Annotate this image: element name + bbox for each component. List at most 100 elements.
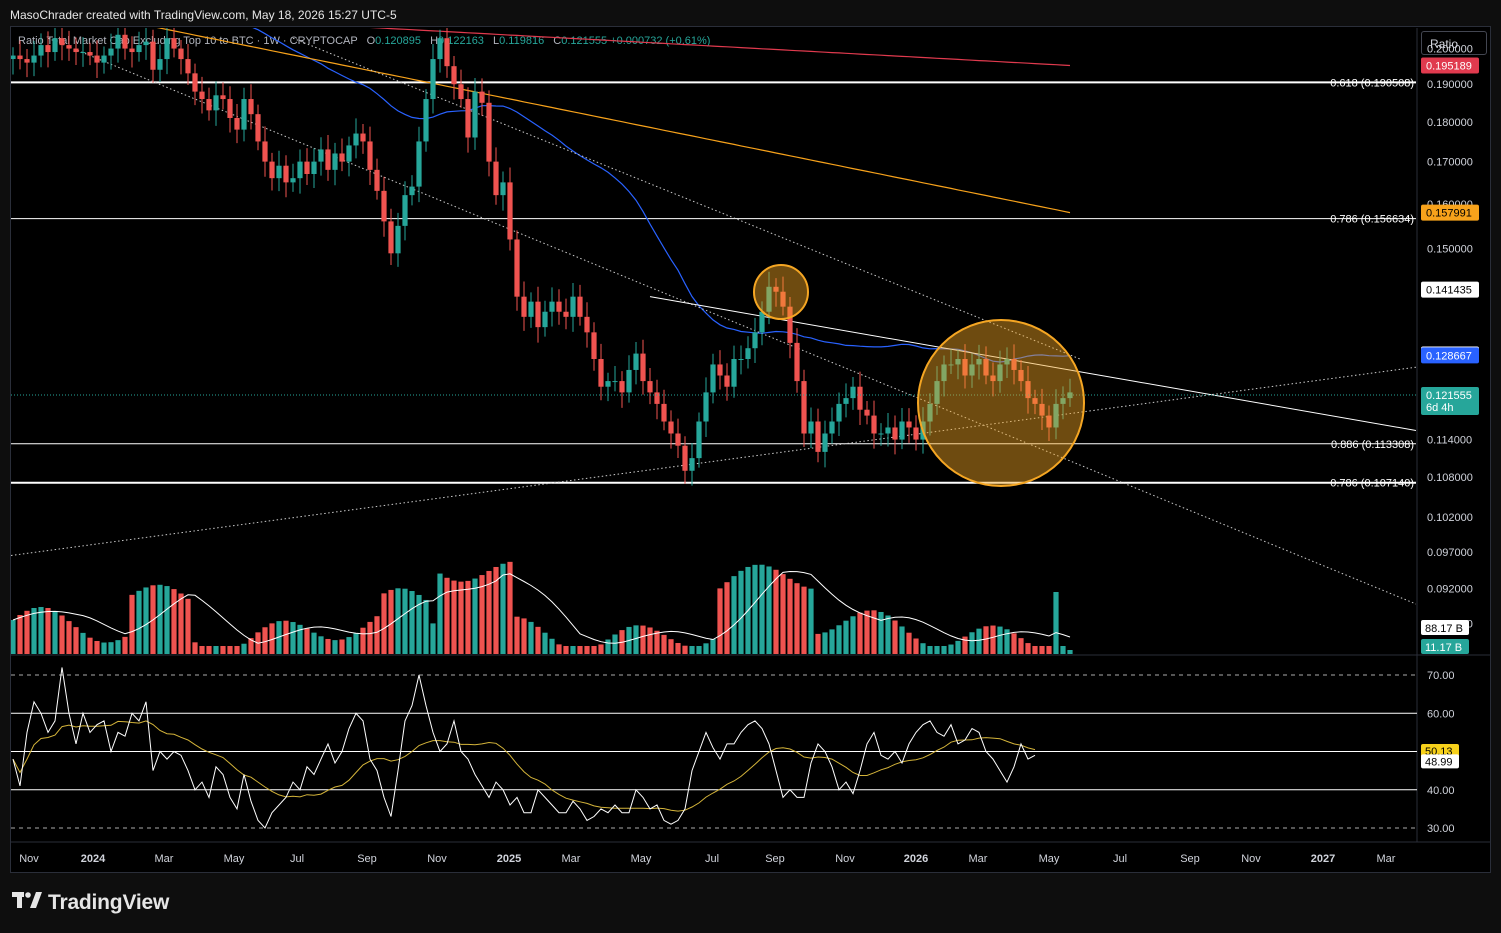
volume-bar (787, 578, 793, 654)
volume-bar (87, 637, 93, 654)
volume-bar (822, 632, 828, 654)
volume-bar (738, 570, 744, 654)
volume-bar (983, 626, 989, 654)
volume-bar (318, 636, 324, 654)
candle-body (213, 95, 219, 111)
volume-bar (115, 640, 121, 654)
price-label-bg (1421, 347, 1479, 364)
candle-body (381, 190, 387, 222)
volume-bar (1060, 646, 1066, 654)
fib-level-label: 0.786 (0.156634) (1330, 214, 1414, 226)
candle-body (430, 59, 436, 100)
volume-bar (577, 646, 583, 654)
candle-body (892, 427, 898, 440)
candle-body (444, 38, 450, 67)
volume-label-bg (1421, 620, 1469, 635)
price-label-bg (1421, 204, 1479, 221)
ratio-scale-button[interactable]: Ratio (1421, 31, 1487, 55)
candle-body (626, 369, 632, 393)
volume-bar (486, 570, 492, 654)
volume-bar (402, 588, 408, 654)
candle-body (129, 48, 135, 53)
volume-bar (654, 630, 660, 654)
candle-body (136, 45, 142, 53)
volume-bar (1018, 638, 1024, 654)
volume-bar (941, 646, 947, 654)
volume-bar (766, 566, 772, 654)
close-label: C (553, 35, 562, 47)
volume-bar (290, 622, 296, 654)
candle-body (906, 421, 912, 428)
open-value: 0.120895 (375, 35, 422, 47)
volume-bar (591, 646, 597, 654)
candle-body (605, 381, 611, 387)
volume-bar (409, 591, 415, 654)
candle-body (878, 433, 884, 435)
volume-bar (73, 627, 79, 654)
volume-bar (892, 620, 898, 654)
fib-level-label: 0.886 (0.113308) (1331, 439, 1414, 451)
volume-bar (1053, 592, 1059, 654)
time-tick-label: Sep (765, 853, 785, 865)
candle-body (668, 421, 674, 434)
candle-body (227, 99, 233, 118)
candle-body (822, 433, 828, 452)
candle-body (80, 52, 86, 54)
volume-bar (416, 594, 422, 654)
chart-frame (10, 26, 1491, 873)
price-tick-label: 0.190000 (1427, 79, 1473, 91)
volume-bar (1004, 629, 1010, 654)
price-label-countdown: 6d 4h (1426, 402, 1454, 414)
volume-bar (934, 646, 940, 654)
volume-bar (220, 646, 226, 654)
candle-body (101, 55, 107, 63)
price-tick-label: 0.170000 (1427, 157, 1473, 169)
candle-body (633, 353, 639, 370)
candle-body (346, 145, 352, 162)
candle-body (1011, 359, 1017, 370)
ema-blue-line (252, 28, 1071, 363)
candle-body (1039, 403, 1045, 416)
candle-body (682, 445, 688, 471)
volume-bar (549, 638, 555, 654)
volume-bar (367, 621, 373, 654)
candle-body (234, 117, 240, 130)
candle-body (976, 359, 982, 365)
candle-body (339, 153, 345, 162)
volume-bar (612, 634, 618, 654)
volume-bar (80, 632, 86, 654)
candle-body (115, 34, 121, 49)
candle-body (521, 296, 527, 317)
volume-bar (906, 632, 912, 654)
volume-bar (990, 625, 996, 654)
candle-body (31, 55, 37, 63)
brand-name: TradingView (48, 891, 170, 914)
candle-body (703, 392, 709, 422)
volume-bar (514, 616, 520, 654)
volume-bar (584, 646, 590, 654)
volume-bar (605, 639, 611, 654)
candle-body (66, 45, 72, 49)
volume-bar (472, 578, 478, 654)
candle-body (192, 73, 198, 92)
volume-bar (507, 561, 513, 654)
candle-body (178, 48, 184, 60)
price-tick-label: 0.092000 (1427, 584, 1473, 596)
volume-bar (1025, 643, 1031, 654)
volume-bar (157, 584, 163, 654)
candle-body (283, 165, 289, 183)
rsi-tick-label: 30.00 (1427, 823, 1455, 835)
time-tick-label: 2025 (497, 853, 521, 865)
candle-body (500, 182, 506, 196)
volume-bar (1046, 646, 1052, 654)
volume-bar (780, 574, 786, 654)
volume-bar (885, 615, 891, 654)
volume-bar (11, 620, 16, 654)
volume-bar (647, 627, 653, 654)
candle-body (332, 153, 338, 170)
volume-bar (360, 627, 366, 654)
candle-body (899, 421, 905, 440)
fib-level-label: 0.618 (0.190508) (1330, 77, 1414, 89)
candle-body (913, 427, 919, 440)
